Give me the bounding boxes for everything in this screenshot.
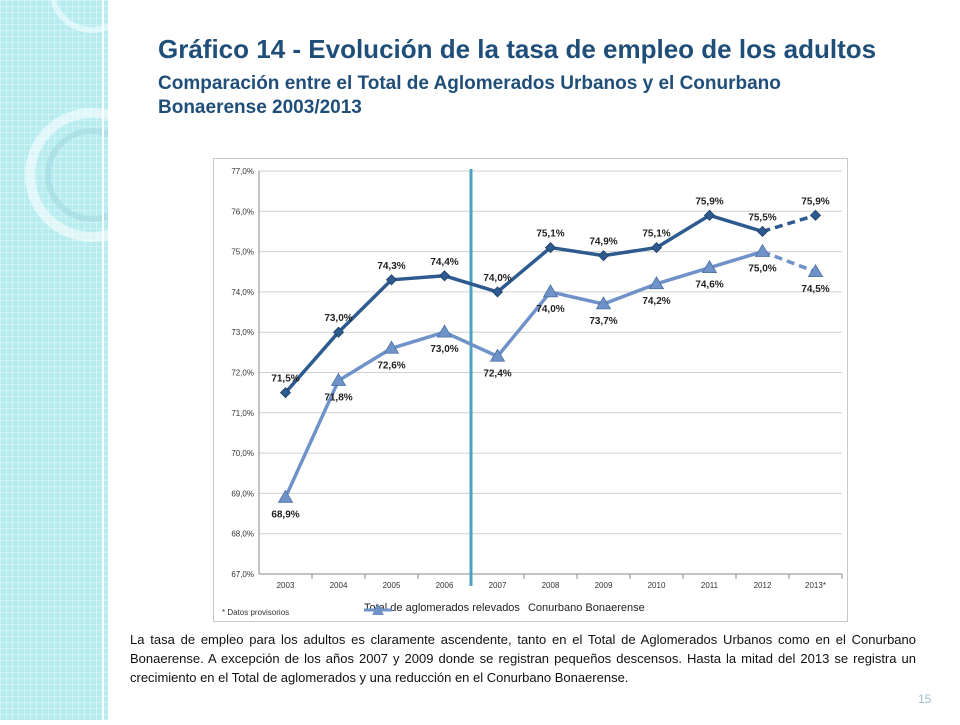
data-label: 75,5%: [748, 212, 776, 223]
legend-label-series-1: Total de aglomerados relevados: [364, 602, 520, 614]
series-line-dashed-2: [761, 249, 817, 274]
legend-swatch-triangle: [364, 604, 392, 615]
data-label: 74,0%: [483, 273, 511, 284]
x-tick-label: 2013*: [805, 581, 826, 590]
data-label: 71,5%: [271, 374, 299, 385]
data-point-diamond: [703, 209, 716, 221]
data-label: 72,4%: [483, 368, 511, 379]
data-point-triangle: [754, 243, 771, 257]
y-tick-label: 67,0%: [231, 570, 254, 579]
x-tick-label: 2011: [701, 581, 719, 590]
data-point-diamond: [756, 225, 769, 238]
x-tick-label: 2010: [648, 581, 666, 590]
data-point-triangle: [277, 489, 294, 503]
series-line-dashed-1: [761, 213, 817, 234]
slide-title: Gráfico 14 - Evolución de la tasa de emp…: [158, 34, 877, 64]
y-tick-label: 75,0%: [231, 248, 254, 257]
data-label: 74,9%: [589, 237, 617, 248]
data-point-diamond: [332, 326, 345, 338]
decorative-circles: [25, 0, 159, 242]
slide-subtitle: Comparación entre el Total de Aglomerado…: [158, 73, 781, 118]
data-point-diamond: [597, 250, 610, 262]
x-tick-label: 2003: [277, 581, 295, 590]
decorative-side-band: [0, 0, 159, 720]
x-tick-label: 2009: [595, 581, 613, 590]
y-tick-label: 72,0%: [231, 369, 254, 378]
data-label: 73,0%: [430, 344, 458, 355]
data-label: 75,1%: [642, 229, 670, 240]
y-tick-label: 74,0%: [231, 288, 254, 297]
data-label: 74,4%: [430, 257, 458, 268]
data-label: 73,7%: [589, 316, 617, 327]
data-label: 75,9%: [695, 196, 723, 207]
x-tick-label: 2012: [754, 581, 772, 590]
chart-legend: Total de aglomerados relevados Conurbano…: [364, 602, 653, 615]
y-tick-label: 76,0%: [231, 207, 254, 216]
x-tick-label: 2008: [542, 581, 560, 590]
data-point-diamond: [650, 242, 663, 254]
data-label: 75,0%: [748, 264, 776, 275]
data-point-diamond: [809, 209, 822, 221]
data-point-diamond: [438, 270, 451, 282]
legend-item-series-2: Conurbano Bonaerense: [364, 602, 645, 615]
data-point-diamond: [385, 274, 398, 286]
data-point-triangle: [436, 324, 453, 338]
line-chart: 67,0% 68,0% 69,0% 70,0% 71,0% 72,0% 73,0% 74,0%…: [231, 167, 843, 590]
data-label: 75,1%: [536, 229, 564, 240]
data-label: 74,0%: [536, 304, 564, 315]
y-tick-label: 73,0%: [231, 328, 254, 337]
data-point-triangle: [383, 340, 400, 354]
series-line-2: [283, 249, 764, 499]
data-point-triangle: [648, 276, 665, 290]
y-tick-label: 68,0%: [231, 530, 254, 539]
series-line-1: [284, 213, 764, 394]
chart-footnote: * Datos provisorios: [222, 608, 290, 617]
data-point-triangle: [701, 259, 718, 274]
x-tick-label: 2004: [330, 581, 348, 590]
data-point-triangle: [330, 372, 347, 386]
data-label: 74,3%: [377, 261, 405, 272]
data-label: 72,6%: [377, 360, 405, 371]
data-label: 74,5%: [801, 284, 829, 295]
data-label: 74,6%: [695, 280, 723, 291]
data-point-triangle: [595, 296, 612, 310]
side-divider-line: [102, 0, 104, 720]
data-label: 68,9%: [271, 509, 299, 520]
y-tick-label: 69,0%: [231, 489, 254, 498]
data-point-diamond: [491, 286, 504, 298]
page-number: 15: [918, 692, 932, 706]
x-tick-label: 2006: [436, 581, 454, 590]
x-tick-label: 2005: [383, 581, 401, 590]
x-tick-label: 2007: [489, 581, 507, 590]
data-label: 71,8%: [324, 393, 352, 404]
data-point-triangle: [542, 284, 559, 298]
data-point-triangle: [489, 348, 506, 362]
data-point-triangle: [807, 263, 824, 278]
y-tick-label: 70,0%: [231, 449, 254, 458]
data-point-diamond: [544, 242, 557, 254]
data-label: 75,9%: [801, 196, 829, 207]
data-label: 73,0%: [324, 313, 352, 324]
data-point-diamond: [279, 387, 292, 399]
legend-label-series-2: Conurbano Bonaerense: [527, 602, 645, 614]
chart-container: 67,0% 68,0% 69,0% 70,0% 71,0% 72,0% 73,0% 74,0%…: [213, 158, 848, 622]
body-paragraph: La tasa de empleo para los adultos es cl…: [130, 632, 916, 685]
y-tick-label: 77,0%: [231, 167, 254, 176]
data-label: 74,2%: [642, 296, 670, 307]
y-tick-label: 71,0%: [231, 409, 254, 418]
